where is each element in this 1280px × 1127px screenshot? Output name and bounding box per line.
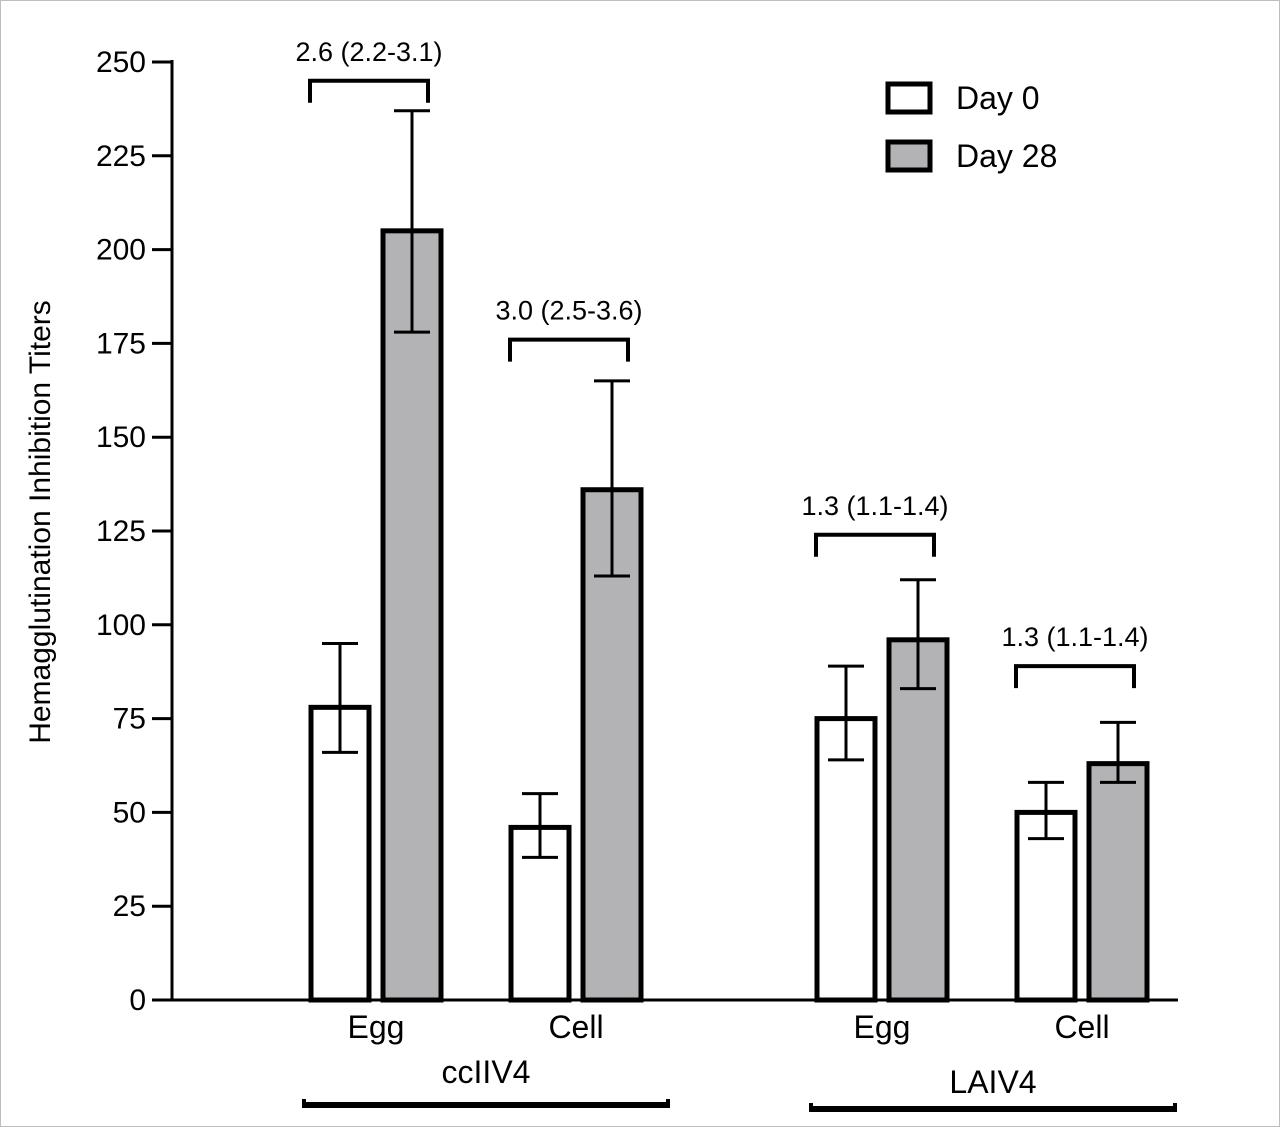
- x-category-label: Cell: [548, 1009, 603, 1045]
- x-category-label: Egg: [854, 1009, 911, 1045]
- legend: Day 0 Day 28: [885, 80, 1057, 174]
- bar-day-28: [886, 637, 950, 1003]
- bar-day-28: [380, 228, 444, 1003]
- y-axis: 0 25 50 75 100 125 150 175 200 225 250: [96, 46, 174, 1017]
- annotation-bracket: [508, 337, 630, 362]
- y-tick-label: 125: [96, 515, 146, 548]
- y-tick-label: 150: [96, 421, 146, 454]
- bar-day-28: [1086, 761, 1150, 1003]
- y-tick-label: 25: [113, 890, 146, 923]
- x-category-label: Cell: [1054, 1009, 1109, 1045]
- x-axis: Egg Cell Egg Cell ccIIV4 LAIV4: [172, 998, 1178, 1112]
- annotation-bracket: [1014, 664, 1136, 689]
- annotation-bracket: [308, 78, 430, 103]
- group-label: LAIV4: [949, 1064, 1036, 1100]
- y-tick-label: 0: [129, 984, 146, 1017]
- error-bars: [322, 109, 1136, 859]
- y-axis-title: Hemagglutination Inhibition Titers: [24, 300, 57, 744]
- y-tick-label: 175: [96, 327, 146, 360]
- legend-swatch: [885, 81, 933, 115]
- legend-label: Day 28: [956, 138, 1057, 174]
- bar-day-0: [508, 824, 572, 1003]
- bars: [308, 228, 1150, 1003]
- fold-change-annotations: 2.6 (2.2-3.1) 3.0 (2.5-3.6) 1.3 (1.1-1.4) 1…: [295, 37, 1149, 689]
- y-tick-label: 200: [96, 234, 146, 267]
- group-label: ccIIV4: [442, 1054, 531, 1090]
- legend-label: Day 0: [956, 80, 1040, 116]
- y-tick-label: 225: [96, 140, 146, 173]
- bar-day-0: [1014, 809, 1078, 1003]
- y-tick-label: 50: [113, 796, 146, 829]
- y-tick-label: 250: [96, 46, 146, 79]
- annotation-bracket: [814, 532, 936, 557]
- legend-swatch: [885, 139, 933, 173]
- y-tick-label: 75: [113, 703, 146, 736]
- annotation-label: 1.3 (1.1-1.4): [801, 491, 948, 521]
- annotation-label: 1.3 (1.1-1.4): [1001, 622, 1148, 652]
- x-category-label: Egg: [348, 1009, 405, 1045]
- annotation-label: 2.6 (2.2-3.1): [295, 37, 442, 67]
- annotation-label: 3.0 (2.5-3.6): [495, 296, 642, 326]
- y-tick-label: 100: [96, 609, 146, 642]
